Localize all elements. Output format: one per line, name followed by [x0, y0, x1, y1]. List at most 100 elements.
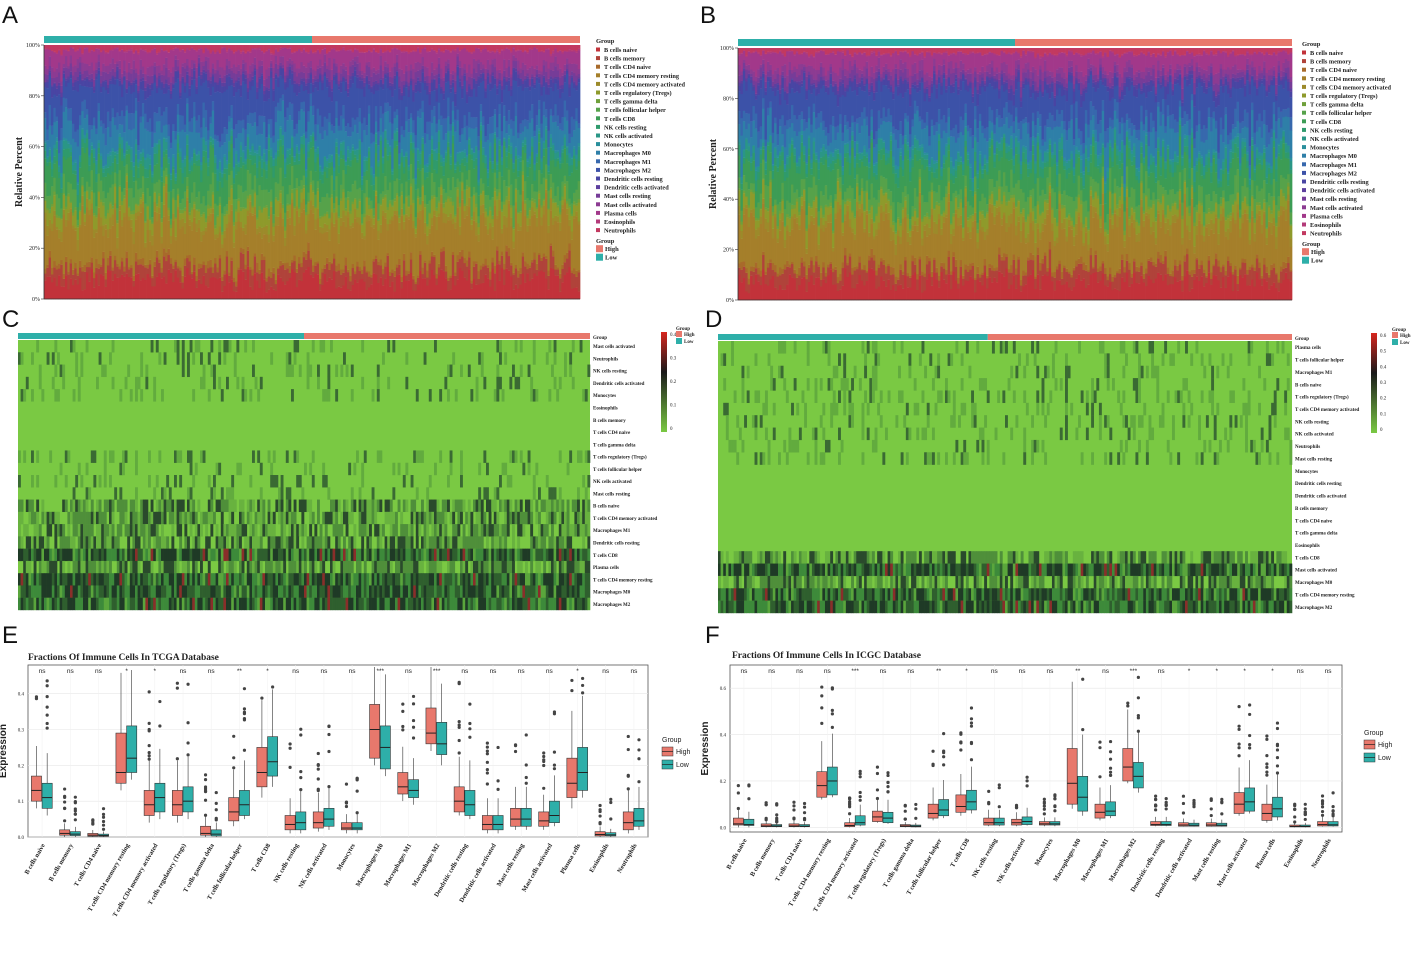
- bar-segment: [500, 45, 504, 50]
- bar-segment: [524, 136, 527, 140]
- bar-segment: [351, 267, 355, 286]
- bar-segment: [433, 274, 436, 300]
- bar-segment: [482, 183, 485, 191]
- bar-segment: [314, 194, 318, 207]
- bar-segment: [200, 71, 203, 75]
- bar-segment: [246, 77, 250, 89]
- bar-segment: [325, 158, 329, 162]
- bar-segment: [244, 70, 248, 76]
- bar-segment: [486, 265, 490, 268]
- bar-segment: [104, 79, 108, 82]
- bar-segment: [561, 196, 565, 201]
- bar-segment: [367, 66, 371, 81]
- bar-segment: [482, 282, 485, 300]
- bar-segment: [500, 267, 504, 300]
- bar-segment: [437, 141, 441, 154]
- bar-segment: [426, 121, 429, 135]
- bar-segment: [484, 47, 488, 50]
- bar-segment: [351, 201, 355, 205]
- bar-segment: [74, 210, 77, 228]
- bar-segment: [447, 216, 450, 221]
- bar-segment: [435, 153, 439, 161]
- bar-segment: [360, 74, 364, 79]
- bar-segment: [253, 64, 257, 69]
- bar-segment: [328, 85, 331, 98]
- bar-segment: [449, 92, 453, 125]
- bar-segment: [216, 141, 220, 169]
- bar-segment: [251, 269, 255, 276]
- bar-segment: [353, 208, 357, 219]
- bar-segment: [53, 107, 56, 123]
- bar-segment: [279, 45, 283, 48]
- bar-segment: [386, 209, 390, 225]
- panel-label-b: B: [700, 2, 717, 29]
- bar-segment: [99, 75, 103, 84]
- bar-segment: [321, 183, 324, 198]
- bar-segment: [314, 75, 318, 80]
- bar-segment: [267, 67, 271, 77]
- bar-segment: [95, 62, 98, 70]
- bar-segment: [463, 218, 467, 259]
- bar-segment: [346, 92, 350, 97]
- bar-segment: [125, 142, 129, 151]
- bar-segment: [405, 270, 408, 276]
- bar-segment: [225, 52, 229, 59]
- bar-segment: [132, 45, 136, 53]
- bar-segment: [435, 87, 439, 90]
- bar-segment: [400, 69, 404, 82]
- bar-segment: [351, 159, 355, 185]
- bar-segment: [486, 124, 490, 140]
- bar-segment: [195, 93, 199, 121]
- bar-segment: [130, 50, 133, 69]
- bar-segment: [88, 81, 91, 88]
- bar-segment: [563, 262, 567, 276]
- bar-segment: [491, 88, 495, 117]
- bar-segment: [204, 151, 208, 164]
- bar-segment: [258, 155, 262, 162]
- bar-segment: [197, 150, 201, 155]
- bar-segment: [374, 52, 378, 71]
- bar-segment: [218, 161, 222, 173]
- bar-segment: [263, 259, 266, 280]
- bar-segment: [346, 211, 350, 218]
- bar-segment: [342, 169, 345, 190]
- bar-segment: [134, 139, 138, 145]
- bar-segment: [456, 166, 460, 179]
- bar-segment: [503, 263, 506, 270]
- bar-segment: [281, 100, 285, 135]
- bar-segment: [419, 219, 422, 252]
- bar-segment: [90, 50, 94, 63]
- bar-segment: [514, 68, 518, 72]
- bar-segment: [435, 229, 439, 274]
- bar-segment: [50, 159, 54, 163]
- bar-segment: [249, 65, 252, 74]
- bar-segment: [67, 51, 70, 67]
- bar-segment: [286, 48, 290, 61]
- bar-segment: [307, 220, 311, 243]
- bar-segment: [295, 146, 299, 154]
- bar-segment: [381, 77, 385, 84]
- bar-segment: [265, 170, 269, 179]
- bar-segment: [151, 49, 154, 51]
- bar-segment: [388, 145, 392, 147]
- bar-segment: [221, 86, 224, 94]
- bar-segment: [412, 89, 415, 92]
- bar-segment: [113, 203, 117, 211]
- bar-segment: [542, 156, 546, 178]
- bar-segment: [81, 147, 84, 178]
- bar-segment: [214, 139, 217, 156]
- bar-segment: [144, 157, 147, 161]
- bar-segment: [249, 80, 252, 83]
- bar-segment: [88, 51, 91, 54]
- bar-segment: [405, 195, 408, 198]
- bar-segment: [465, 266, 469, 281]
- bar-segment: [559, 291, 562, 300]
- bar-segment: [125, 105, 129, 111]
- bar-segment: [335, 196, 338, 198]
- bar-segment: [356, 162, 359, 190]
- bar-segment: [440, 184, 443, 188]
- bar-segment: [559, 157, 562, 161]
- bar-segment: [531, 104, 534, 119]
- bar-segment: [314, 151, 318, 163]
